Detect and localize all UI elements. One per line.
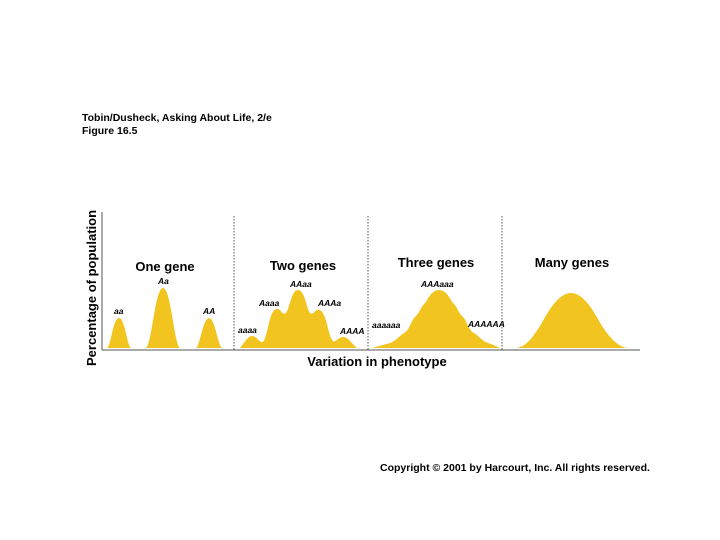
genotype-label-AAAaaa: AAAaaa bbox=[420, 279, 454, 289]
distribution-peak-AA bbox=[196, 318, 222, 348]
x-axis-label: Variation in phenotype bbox=[307, 354, 446, 369]
genotype-label-AAAAAA: AAAAAA bbox=[467, 319, 505, 329]
panel-title-one-gene: One gene bbox=[135, 259, 194, 274]
genotype-label-aaaaaa: aaaaaa bbox=[372, 320, 401, 330]
distribution-three-genes bbox=[372, 290, 500, 348]
distribution-peak-Aa bbox=[146, 288, 180, 348]
genotype-label-AAaa: AAaa bbox=[289, 279, 312, 289]
panel-title-many-genes: Many genes bbox=[535, 255, 609, 270]
figure-number: Figure 16.5 bbox=[82, 125, 138, 137]
y-axis-label: Percentage of population bbox=[84, 210, 99, 366]
genotype-label-Aaaa: Aaaa bbox=[258, 298, 280, 308]
panel-title-two-genes: Two genes bbox=[270, 258, 336, 273]
genotype-label-aaaa: aaaa bbox=[238, 325, 257, 335]
distribution-two-genes bbox=[240, 290, 357, 348]
genotype-label-AA: AA bbox=[202, 306, 215, 316]
distribution-many-genes bbox=[516, 293, 628, 348]
genotype-label-Aa: Aa bbox=[157, 276, 169, 286]
copyright-notice: Copyright © 2001 by Harcourt, Inc. All r… bbox=[380, 462, 650, 474]
distribution-peak-aa bbox=[107, 318, 131, 348]
genotype-label-aa: aa bbox=[114, 306, 124, 316]
figure-credit-line: Tobin/Dusheck, Asking About Life, 2/e bbox=[82, 112, 272, 124]
genotype-label-AAAA: AAAA bbox=[339, 326, 365, 336]
panel-title-three-genes: Three genes bbox=[398, 255, 475, 270]
genotype-label-AAAa: AAAa bbox=[317, 298, 341, 308]
